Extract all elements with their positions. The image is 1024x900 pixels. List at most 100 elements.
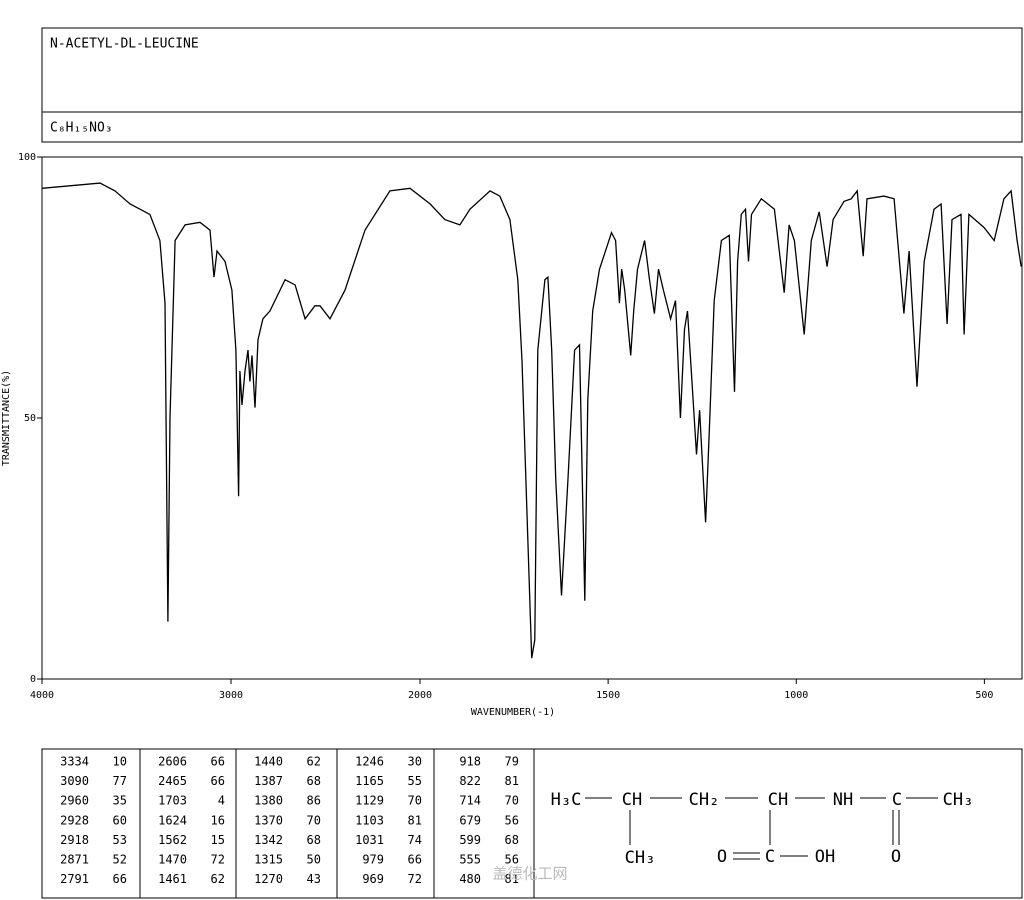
y-tick-label: 0 (30, 674, 36, 685)
peak-wavenumber: 1342 (254, 833, 283, 847)
atom-label: CH (768, 790, 788, 810)
peak-transmittance: 15 (211, 833, 225, 847)
peak-wavenumber: 3090 (60, 774, 89, 788)
peak-transmittance: 70 (408, 794, 422, 808)
peak-transmittance: 72 (211, 853, 225, 867)
formula-box (41, 111, 1023, 143)
atom-label: C (765, 847, 775, 867)
peak-wavenumber: 979 (362, 853, 384, 867)
atom-label: C (892, 790, 902, 810)
peak-wavenumber: 1270 (254, 872, 283, 886)
peak-transmittance: 68 (307, 833, 321, 847)
atom-label: O (717, 847, 727, 867)
peak-wavenumber: 1703 (158, 794, 187, 808)
peak-wavenumber: 2791 (60, 872, 89, 886)
x-tick-label: 1000 (784, 690, 808, 701)
title: N-ACETYL-DL-LEUCINE (50, 37, 199, 52)
peak-wavenumber: 480 (459, 872, 481, 886)
peak-wavenumber: 2960 (60, 794, 89, 808)
peak-wavenumber: 1562 (158, 833, 187, 847)
watermark: 盖德化工网 (492, 865, 567, 883)
peak-wavenumber: 2465 (158, 774, 187, 788)
peak-transmittance: 35 (113, 794, 127, 808)
peak-transmittance: 72 (408, 872, 422, 886)
peak-transmittance: 77 (113, 774, 127, 788)
peak-wavenumber: 555 (459, 853, 481, 867)
peak-wavenumber: 714 (459, 794, 481, 808)
peak-transmittance: 16 (211, 813, 225, 827)
peak-transmittance: 86 (307, 794, 321, 808)
peak-wavenumber: 1470 (158, 853, 187, 867)
peak-wavenumber: 918 (459, 755, 481, 769)
atom-label: CH₃ (943, 790, 974, 810)
peak-transmittance: 81 (505, 774, 519, 788)
x-tick-label: 500 (975, 690, 993, 701)
peak-wavenumber: 1246 (355, 755, 384, 769)
peak-transmittance: 70 (505, 794, 519, 808)
peak-transmittance: 66 (211, 774, 225, 788)
atom-label: OH (815, 847, 835, 867)
peak-wavenumber: 1624 (158, 813, 187, 827)
peak-wavenumber: 1380 (254, 794, 283, 808)
peak-wavenumber: 2928 (60, 813, 89, 827)
atom-label: CH₃ (625, 848, 656, 868)
peak-transmittance: 81 (505, 872, 519, 886)
peak-transmittance: 60 (113, 813, 127, 827)
formula: C₈H₁₅NO₃ (50, 121, 113, 136)
peak-transmittance: 50 (307, 853, 321, 867)
peak-transmittance: 56 (505, 813, 519, 827)
peak-wavenumber: 1129 (355, 794, 384, 808)
peak-transmittance: 62 (211, 872, 225, 886)
atom-label: CH₂ (689, 790, 720, 810)
peak-transmittance: 43 (307, 872, 321, 886)
peak-transmittance: 66 (113, 872, 127, 886)
peak-transmittance: 68 (307, 774, 321, 788)
peak-wavenumber: 1103 (355, 813, 384, 827)
peak-wavenumber: 822 (459, 774, 481, 788)
x-tick-label: 1500 (596, 690, 620, 701)
peak-transmittance: 4 (218, 794, 225, 808)
spectrum-line (41, 182, 1022, 659)
peak-transmittance: 56 (505, 853, 519, 867)
peak-wavenumber: 2871 (60, 853, 89, 867)
peak-transmittance: 79 (505, 755, 519, 769)
x-tick-label: 4000 (30, 690, 54, 701)
peak-transmittance: 10 (113, 755, 127, 769)
peak-transmittance: 66 (211, 755, 225, 769)
peak-transmittance: 70 (307, 813, 321, 827)
peak-wavenumber: 1387 (254, 774, 283, 788)
y-tick-label: 100 (18, 152, 36, 163)
peak-transmittance: 66 (408, 853, 422, 867)
peak-wavenumber: 1315 (254, 853, 283, 867)
atom-label: CH (622, 790, 642, 810)
x-axis-label: WAVENUMBER(-1) (471, 707, 555, 718)
atom-label: O (891, 847, 901, 867)
peak-wavenumber: 3334 (60, 755, 89, 769)
atom-label: NH (833, 790, 853, 810)
peak-wavenumber: 1461 (158, 872, 187, 886)
peak-transmittance: 52 (113, 853, 127, 867)
peak-transmittance: 62 (307, 755, 321, 769)
table-box (41, 748, 1023, 899)
peak-transmittance: 81 (408, 813, 422, 827)
x-tick-label: 2000 (408, 690, 432, 701)
y-tick-label: 50 (24, 413, 36, 424)
peak-wavenumber: 2918 (60, 833, 89, 847)
peak-wavenumber: 1370 (254, 813, 283, 827)
peak-transmittance: 30 (408, 755, 422, 769)
peak-transmittance: 53 (113, 833, 127, 847)
peak-table: 3334 10 3090 77 2960 35 2928 60 2918 53 2871 52 2791… (60, 749, 535, 898)
peak-transmittance: 55 (408, 774, 422, 788)
peak-wavenumber: 679 (459, 813, 481, 827)
structure: H₃C CH CH₂ CH NH C CH₃ CH₃ O C OH O (551, 790, 974, 868)
x-tick-label: 3000 (219, 690, 243, 701)
peak-wavenumber: 1165 (355, 774, 384, 788)
plot-frame (41, 156, 1023, 680)
peak-wavenumber: 2606 (158, 755, 187, 769)
peak-wavenumber: 599 (459, 833, 481, 847)
peak-wavenumber: 969 (362, 872, 384, 886)
peak-wavenumber: 1440 (254, 755, 283, 769)
peak-transmittance: 74 (408, 833, 422, 847)
y-axis-label: TRANSMITTANCE(%) (1, 370, 12, 466)
